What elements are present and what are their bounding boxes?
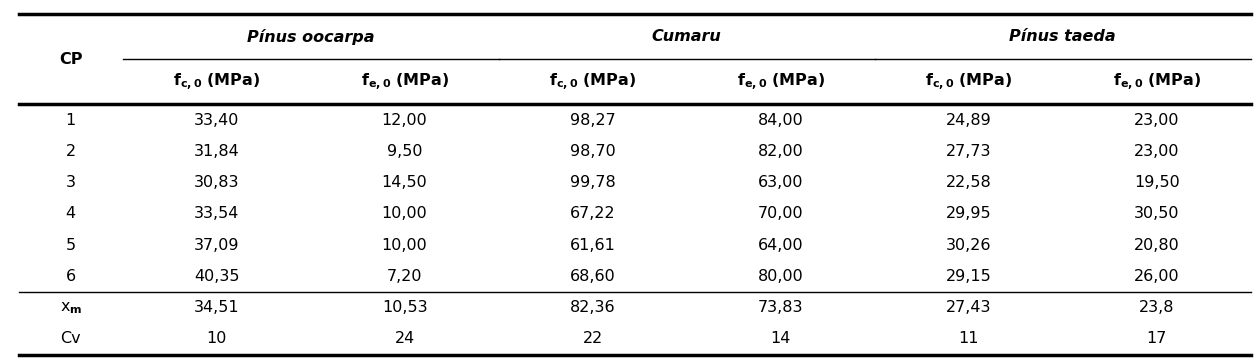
Text: 24: 24 — [395, 332, 415, 346]
Text: 27,73: 27,73 — [947, 144, 992, 159]
Text: 10: 10 — [206, 332, 226, 346]
Text: 98,27: 98,27 — [569, 113, 616, 127]
Text: 12,00: 12,00 — [382, 113, 427, 127]
Text: 10,00: 10,00 — [382, 238, 427, 253]
Text: 14: 14 — [771, 332, 791, 346]
Text: Pínus taeda: Pínus taeda — [1009, 30, 1116, 44]
Text: 37,09: 37,09 — [194, 238, 239, 253]
Text: $\mathbf{f_{c,0}}$ $\mathbf{(MPa)}$: $\mathbf{f_{c,0}}$ $\mathbf{(MPa)}$ — [549, 71, 636, 93]
Text: 29,95: 29,95 — [945, 206, 992, 221]
Text: 82,36: 82,36 — [569, 300, 616, 315]
Text: Cv: Cv — [60, 332, 80, 346]
Text: Cumaru: Cumaru — [652, 30, 722, 44]
Text: 29,15: 29,15 — [945, 269, 992, 284]
Text: 23,00: 23,00 — [1134, 113, 1179, 127]
Text: $\mathbf{f_{e,0}}$ $\mathbf{(MPa)}$: $\mathbf{f_{e,0}}$ $\mathbf{(MPa)}$ — [1112, 71, 1200, 93]
Text: 68,60: 68,60 — [569, 269, 616, 284]
Text: $\mathbf{f_{c,0}}$ $\mathbf{(MPa)}$: $\mathbf{f_{c,0}}$ $\mathbf{(MPa)}$ — [173, 71, 260, 93]
Text: 80,00: 80,00 — [758, 269, 803, 284]
Text: 4: 4 — [65, 206, 75, 221]
Text: 63,00: 63,00 — [758, 175, 803, 190]
Text: 73,83: 73,83 — [758, 300, 803, 315]
Text: 82,00: 82,00 — [758, 144, 803, 159]
Text: 22: 22 — [582, 332, 603, 346]
Text: 30,50: 30,50 — [1134, 206, 1179, 221]
Text: 26,00: 26,00 — [1134, 269, 1179, 284]
Text: 10,00: 10,00 — [382, 206, 427, 221]
Text: CP: CP — [59, 52, 83, 67]
Text: 23,00: 23,00 — [1134, 144, 1179, 159]
Text: 5: 5 — [65, 238, 75, 253]
Text: 84,00: 84,00 — [758, 113, 803, 127]
Text: 1: 1 — [65, 113, 75, 127]
Text: 9,50: 9,50 — [387, 144, 422, 159]
Text: 7,20: 7,20 — [387, 269, 422, 284]
Text: 30,83: 30,83 — [194, 175, 239, 190]
Text: 23,8: 23,8 — [1139, 300, 1174, 315]
Text: 24,89: 24,89 — [945, 113, 992, 127]
Text: 34,51: 34,51 — [194, 300, 239, 315]
Text: 6: 6 — [65, 269, 75, 284]
Text: 11: 11 — [958, 332, 979, 346]
Text: 61,61: 61,61 — [569, 238, 616, 253]
Text: 3: 3 — [65, 175, 75, 190]
Text: 2: 2 — [65, 144, 75, 159]
Text: 19,50: 19,50 — [1134, 175, 1179, 190]
Text: 33,54: 33,54 — [194, 206, 239, 221]
Text: 17: 17 — [1146, 332, 1166, 346]
Text: 70,00: 70,00 — [758, 206, 803, 221]
Text: 30,26: 30,26 — [947, 238, 992, 253]
Text: 64,00: 64,00 — [758, 238, 803, 253]
Text: 40,35: 40,35 — [194, 269, 239, 284]
Text: 98,70: 98,70 — [569, 144, 616, 159]
Text: $\mathbf{f_{e,0}}$ $\mathbf{(MPa)}$: $\mathbf{f_{e,0}}$ $\mathbf{(MPa)}$ — [737, 71, 825, 93]
Text: 22,58: 22,58 — [945, 175, 992, 190]
Text: 33,40: 33,40 — [194, 113, 239, 127]
Text: Pínus oocarpa: Pínus oocarpa — [246, 29, 375, 45]
Text: $\mathbf{f_{e,0}}$ $\mathbf{(MPa)}$: $\mathbf{f_{e,0}}$ $\mathbf{(MPa)}$ — [361, 71, 449, 93]
Text: 27,43: 27,43 — [947, 300, 992, 315]
Text: $\mathbf{f_{c,0}}$ $\mathbf{(MPa)}$: $\mathbf{f_{c,0}}$ $\mathbf{(MPa)}$ — [925, 71, 1012, 93]
Text: 20,80: 20,80 — [1134, 238, 1179, 253]
Text: x$_\mathbf{m}$: x$_\mathbf{m}$ — [59, 300, 82, 315]
Text: 31,84: 31,84 — [194, 144, 240, 159]
Text: 10,53: 10,53 — [382, 300, 427, 315]
Text: 99,78: 99,78 — [569, 175, 616, 190]
Text: 67,22: 67,22 — [569, 206, 616, 221]
Text: 14,50: 14,50 — [382, 175, 427, 190]
